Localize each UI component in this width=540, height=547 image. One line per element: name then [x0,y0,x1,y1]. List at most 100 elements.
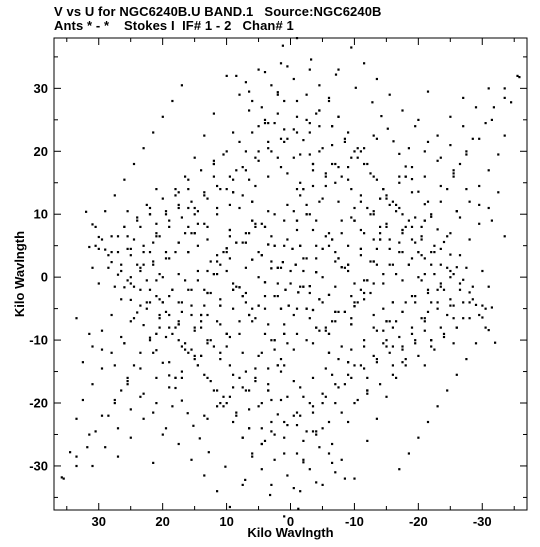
uv-point [152,131,155,134]
uv-point [251,200,254,203]
uv-point [353,305,356,308]
uv-point [292,156,295,159]
uv-point [177,206,180,210]
uv-point [395,210,398,213]
uv-point [283,244,286,247]
uv-point [484,326,487,329]
uv-point [318,150,321,153]
uv-point [155,222,158,225]
uv-point [380,115,383,118]
uv-point [186,412,189,415]
uv-point [123,286,126,289]
uv-point [318,125,321,128]
uv-point [225,345,228,348]
uv-point [337,200,340,203]
uv-point [340,266,343,269]
uv-point [436,288,439,291]
uv-point [423,203,426,206]
plot-frame [53,37,528,511]
uv-point [219,351,222,354]
uv-point [398,181,401,184]
uv-point [398,206,401,210]
uv-point [299,414,302,417]
uv-point [321,402,324,405]
uv-point [209,380,212,383]
uv-point [455,326,458,329]
uv-point [187,251,190,254]
uv-point [192,424,195,427]
uv-point [216,320,219,323]
uv-point [196,279,199,282]
uv-point [263,122,267,125]
uv-point [375,263,378,266]
uv-point [287,304,290,307]
uv-point [340,219,343,222]
uv-point [359,247,362,250]
uv-point [286,137,289,140]
uv-point [324,329,327,332]
uv-point [407,219,410,222]
uv-point [184,175,187,178]
uv-point [388,351,391,354]
uv-point [203,191,206,194]
uv-point [305,93,308,96]
uv-point [235,414,238,417]
uv-point [193,156,196,159]
uv-point [350,188,353,191]
uv-point [126,279,129,282]
uv-point [286,65,289,68]
uv-point [228,228,231,232]
uv-point [164,335,168,339]
uv-point [254,376,257,379]
uv-point [104,248,107,251]
uv-point [139,225,142,228]
uv-point [426,200,430,203]
uv-point [439,200,442,203]
uv-point [113,398,116,402]
uv-point [436,159,439,162]
uv-point [279,266,283,269]
uv-point [295,219,299,222]
uv-point [366,376,369,379]
uv-point [385,197,388,200]
uv-point [187,188,190,191]
uv-point [369,213,372,216]
uv-point [497,153,500,156]
uv-point [244,232,247,235]
uv-point [283,436,286,439]
uv-point [267,367,270,370]
uv-point [222,395,225,398]
uv-point [423,320,426,323]
uv-point [372,134,375,137]
uv-point [420,279,423,282]
uv-point [375,361,378,364]
uv-point [244,266,247,269]
uv-point [334,402,337,405]
uv-point [212,159,215,162]
uv-point [158,317,161,320]
y-tick-label: 30 [34,81,48,96]
uv-point [347,420,350,424]
uv-point [311,184,315,188]
uv-point [474,106,478,109]
uv-point [219,323,222,326]
uv-point [224,465,227,468]
uv-point [110,235,113,238]
uv-point [276,364,279,367]
x-tick-label: 0 [287,514,294,529]
uv-point [315,112,318,115]
uv-point [251,131,254,134]
uv-point [260,402,263,405]
uv-point [308,122,311,125]
uv-point [423,175,426,178]
uv-point [363,162,366,166]
uv-point [318,109,321,112]
uv-point [401,109,404,112]
uv-point [426,90,430,93]
uv-point [372,282,375,285]
uv-point [251,219,254,222]
uv-point [155,332,158,335]
uv-point [184,279,187,282]
uv-point [257,251,260,254]
uv-point [85,210,88,213]
